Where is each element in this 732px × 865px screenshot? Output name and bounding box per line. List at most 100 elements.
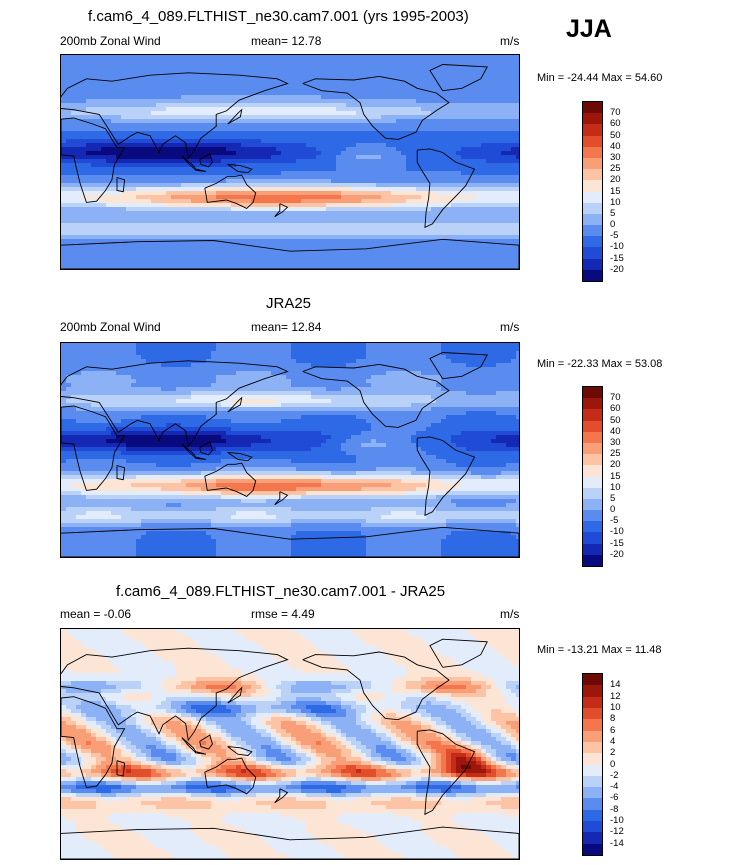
- field-cell: [411, 123, 417, 128]
- field-cell: [501, 251, 507, 256]
- field-cell: [346, 183, 352, 188]
- field-cell: [256, 227, 262, 232]
- field-cell: [191, 139, 197, 144]
- field-cell: [451, 191, 457, 196]
- field-cell: [256, 255, 262, 260]
- field-cell: [286, 111, 292, 116]
- field-cell: [346, 223, 352, 228]
- field-cell: [146, 199, 152, 204]
- field-cell: [426, 139, 432, 144]
- field-cell: [196, 235, 202, 240]
- field-cell: [81, 83, 87, 88]
- field-cell: [106, 251, 112, 256]
- field-cell: [261, 79, 267, 84]
- field-cell: [226, 243, 232, 248]
- field-cell: [66, 231, 72, 236]
- field-cell: [261, 147, 267, 152]
- field-cell: [391, 227, 397, 232]
- field-cell: [426, 59, 432, 64]
- field-cell: [81, 91, 87, 96]
- field-cell: [86, 187, 92, 192]
- field-cell: [146, 151, 152, 156]
- field-cell: [326, 147, 332, 152]
- field-cell: [391, 159, 397, 164]
- field-cell: [511, 123, 517, 128]
- field-cell: [86, 79, 92, 84]
- field-cell: [406, 123, 412, 128]
- field-cell: [156, 55, 162, 60]
- field-cell: [296, 135, 302, 140]
- field-cell: [336, 255, 342, 260]
- field-cell: [451, 247, 457, 252]
- field-cell: [111, 87, 117, 92]
- field-cell: [226, 235, 232, 240]
- field-cell: [406, 155, 412, 160]
- field-cell: [281, 163, 287, 168]
- field-cell: [386, 123, 392, 128]
- field-cell: [336, 227, 342, 232]
- field-cell: [401, 183, 407, 188]
- field-cell: [456, 135, 462, 140]
- field-cell: [321, 251, 327, 256]
- field-cell: [461, 111, 467, 116]
- field-cell: [161, 119, 167, 124]
- field-cell: [386, 151, 392, 156]
- field-cell: [71, 95, 77, 100]
- field-cell: [261, 247, 267, 252]
- field-cell: [436, 63, 442, 68]
- field-cell: [326, 183, 332, 188]
- field-cell: [396, 147, 402, 152]
- field-cell: [446, 211, 452, 216]
- field-cell: [271, 239, 277, 244]
- field-cell: [296, 127, 302, 132]
- field-cell: [271, 55, 277, 60]
- field-cell: [246, 79, 252, 84]
- field-cell: [481, 231, 487, 236]
- field-cell: [326, 203, 332, 208]
- field-cell: [441, 63, 447, 68]
- field-cell: [116, 247, 122, 252]
- field-cell: [251, 259, 257, 264]
- field-cell: [186, 91, 192, 96]
- field-cell: [411, 119, 417, 124]
- field-cell: [196, 199, 202, 204]
- field-cell: [311, 87, 317, 92]
- field-cell: [371, 155, 377, 160]
- field-cell: [356, 103, 362, 108]
- field-cell: [336, 163, 342, 168]
- field-cell: [191, 215, 197, 220]
- field-cell: [291, 199, 297, 204]
- field-cell: [391, 207, 397, 212]
- field-cell: [151, 103, 157, 108]
- field-cell: [301, 103, 307, 108]
- field-cell: [361, 159, 367, 164]
- field-cell: [251, 251, 257, 256]
- field-cell: [376, 187, 382, 192]
- field-cell: [331, 63, 337, 68]
- field-cell: [241, 67, 247, 72]
- field-cell: [211, 235, 217, 240]
- field-cell: [396, 123, 402, 128]
- field-cell: [101, 267, 107, 269]
- field-cell: [291, 71, 297, 76]
- field-cell: [406, 119, 412, 124]
- field-cell: [181, 59, 187, 64]
- field-cell: [411, 171, 417, 176]
- field-cell: [261, 227, 267, 232]
- field-cell: [166, 79, 172, 84]
- field-cell: [306, 179, 312, 184]
- field-cell: [96, 247, 102, 252]
- field-cell: [156, 155, 162, 160]
- field-cell: [286, 155, 292, 160]
- field-cell: [146, 263, 152, 268]
- field-cell: [241, 243, 247, 248]
- field-cell: [491, 171, 497, 176]
- field-cell: [261, 211, 267, 216]
- panel1-minmax: Min = -24.44 Max = 54.60: [537, 72, 663, 84]
- field-cell: [286, 119, 292, 124]
- panel1-center-label: mean= 12.78: [251, 34, 322, 48]
- field-cell: [341, 123, 347, 128]
- field-cell: [146, 59, 152, 64]
- field-cell: [361, 195, 367, 200]
- field-cell: [196, 127, 202, 132]
